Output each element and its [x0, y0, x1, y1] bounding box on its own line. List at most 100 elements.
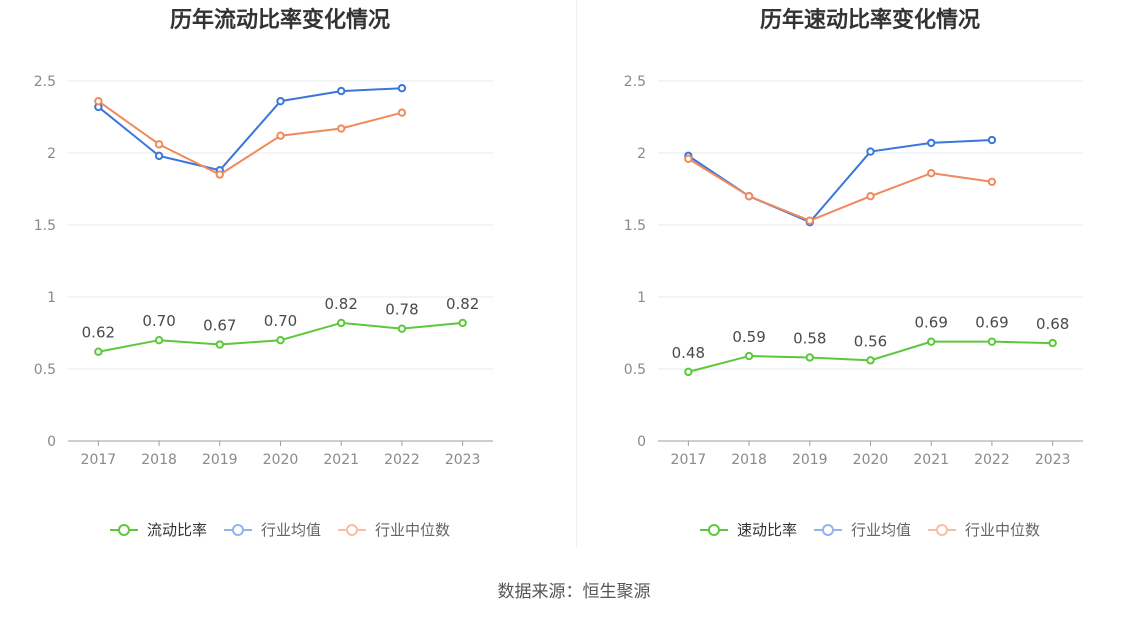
x-tick-label: 2018	[731, 452, 767, 468]
series-0-data-label: 0.68	[1036, 315, 1069, 333]
series-0-data-label: 0.69	[915, 314, 948, 332]
legend-circle-line-icon	[223, 523, 252, 537]
legend-label: 流动比率	[146, 521, 207, 539]
x-tick-label: 2022	[974, 452, 1010, 468]
series-0-data-label: 0.56	[854, 332, 887, 350]
series-1-point	[397, 84, 407, 93]
y-tick-label: 1.5	[624, 218, 646, 234]
series-1-point	[866, 147, 875, 156]
y-tick-label: 0	[637, 434, 646, 450]
series-1-point	[276, 96, 285, 106]
data-source-note: 数据来源：恒生聚源	[497, 582, 651, 602]
legend-label: 行业中位数	[965, 521, 1041, 539]
series-0-data-label: 0.70	[264, 312, 297, 330]
series-1-point	[927, 138, 936, 148]
series-0-point	[866, 356, 875, 365]
series-0-data-label: 0.48	[672, 344, 705, 362]
x-tick-label: 2020	[263, 452, 299, 468]
series-2-point	[684, 154, 693, 163]
x-tick-label: 2019	[202, 452, 238, 468]
x-tick-label: 2023	[445, 452, 481, 468]
series-0-point	[1048, 338, 1057, 348]
series-0-data-label: 0.69	[975, 314, 1008, 332]
y-tick-label: 2	[637, 146, 646, 162]
x-tick-label: 2022	[384, 452, 420, 468]
x-tick-label: 2021	[323, 452, 359, 468]
series-0-point	[154, 336, 164, 345]
series-2-point	[866, 192, 875, 201]
quick-ratio-panel: 历年速动比率变化情况 0 0.5 1 1.5 2 2.5 2017 2018 2019 2020 2…	[590, 0, 1146, 560]
series-2-point	[987, 177, 997, 187]
x-tick-label: 2020	[853, 452, 889, 468]
series-0-point	[94, 347, 103, 356]
x-tick-label: 2017	[671, 452, 707, 468]
series-0-data-label: 0.78	[385, 301, 418, 319]
series-1-point	[154, 151, 164, 161]
current-ratio-panel: 历年流动比率变化情况 0 0.5 1 1.5 2 2.5 2017 2018 2019 2020 2…	[0, 0, 556, 560]
series-0-point	[337, 318, 346, 328]
series-0-point	[276, 336, 285, 345]
series-0-point	[744, 351, 754, 361]
series-2-point	[397, 108, 407, 117]
y-tick-label: 2.5	[34, 74, 56, 90]
series-1-point	[337, 86, 346, 96]
chart-title: 历年速动比率变化情况	[760, 7, 980, 33]
series-2-point	[215, 170, 224, 179]
y-tick-label: 0.5	[624, 362, 646, 378]
series-0-point	[805, 353, 814, 362]
x-tick-label: 2019	[792, 452, 828, 468]
series-2-point	[927, 168, 936, 178]
y-tick-label: 1	[47, 290, 56, 306]
series-0-data-label: 0.67	[203, 317, 236, 335]
legend-item-industry-mean[interactable]: 行业均值	[223, 519, 322, 541]
plot-area: 0 0.5 1 1.5 2 2.5 2017 2018 2019 2020 2021 2022 2023…	[34, 74, 493, 468]
series-0-point	[987, 337, 997, 346]
legend-item-quick-ratio[interactable]: 速动比率	[699, 519, 797, 541]
series-0-data-label: 0.70	[142, 312, 175, 330]
y-tick-label: 1.5	[34, 218, 56, 234]
y-tick-label: 0	[47, 434, 56, 450]
legend-label: 行业均值	[260, 521, 322, 539]
series-0-point	[927, 337, 936, 346]
legend-circle-line-icon	[928, 523, 957, 537]
x-tick-label: 2023	[1035, 452, 1071, 468]
series-0-point	[397, 324, 407, 333]
x-tick-label: 2021	[913, 452, 949, 468]
series-1-point	[987, 135, 997, 145]
series-0-point	[458, 318, 467, 328]
x-tick-label: 2018	[141, 452, 177, 468]
current-ratio-chart: 历年流动比率变化情况 0 0.5 1 1.5 2 2.5 2017 2018 2019 2020 2…	[34, 7, 493, 468]
series-0-data-label: 0.82	[446, 295, 479, 313]
legend-circle-line-icon	[699, 523, 728, 537]
legend-label: 速动比率	[736, 521, 797, 539]
legend-circle-line-icon	[813, 523, 842, 537]
legend-label: 行业均值	[850, 521, 912, 539]
y-tick-label: 2	[47, 146, 56, 162]
series-2-point	[744, 192, 754, 201]
legend-circle-line-icon	[338, 523, 367, 537]
x-tick-label: 2017	[81, 452, 117, 468]
plot-area: 0 0.5 1 1.5 2 2.5 2017 2018 2019 2020 2021 2022 2023…	[624, 74, 1083, 468]
y-tick-label: 2.5	[624, 74, 646, 90]
series-2-point	[276, 131, 285, 140]
series-0-data-label: 0.58	[793, 329, 826, 347]
series-2-point	[805, 216, 814, 225]
panel-divider	[576, 0, 577, 548]
series-0-data-label: 0.82	[325, 295, 358, 313]
series-2-line	[687, 157, 993, 222]
legend-item-industry-mean[interactable]: 行业均值	[813, 519, 912, 541]
legend-item-current-ratio[interactable]: 流动比率	[109, 519, 207, 541]
legend: 速动比率 行业均值 行业中位数	[699, 519, 1040, 541]
series-1-line	[97, 87, 402, 172]
series-2-point	[94, 96, 103, 106]
series-0-point	[684, 367, 693, 377]
legend-item-industry-median[interactable]: 行业中位数	[928, 519, 1040, 541]
series-0-data-label: 0.62	[82, 324, 115, 342]
series-0-point	[215, 340, 224, 349]
legend: 流动比率 行业均值 行业中位数	[109, 519, 450, 541]
legend-label: 行业中位数	[375, 521, 451, 539]
legend-item-industry-median[interactable]: 行业中位数	[338, 519, 450, 541]
chart-title: 历年流动比率变化情况	[170, 7, 390, 33]
legend-circle-line-icon	[109, 523, 138, 537]
